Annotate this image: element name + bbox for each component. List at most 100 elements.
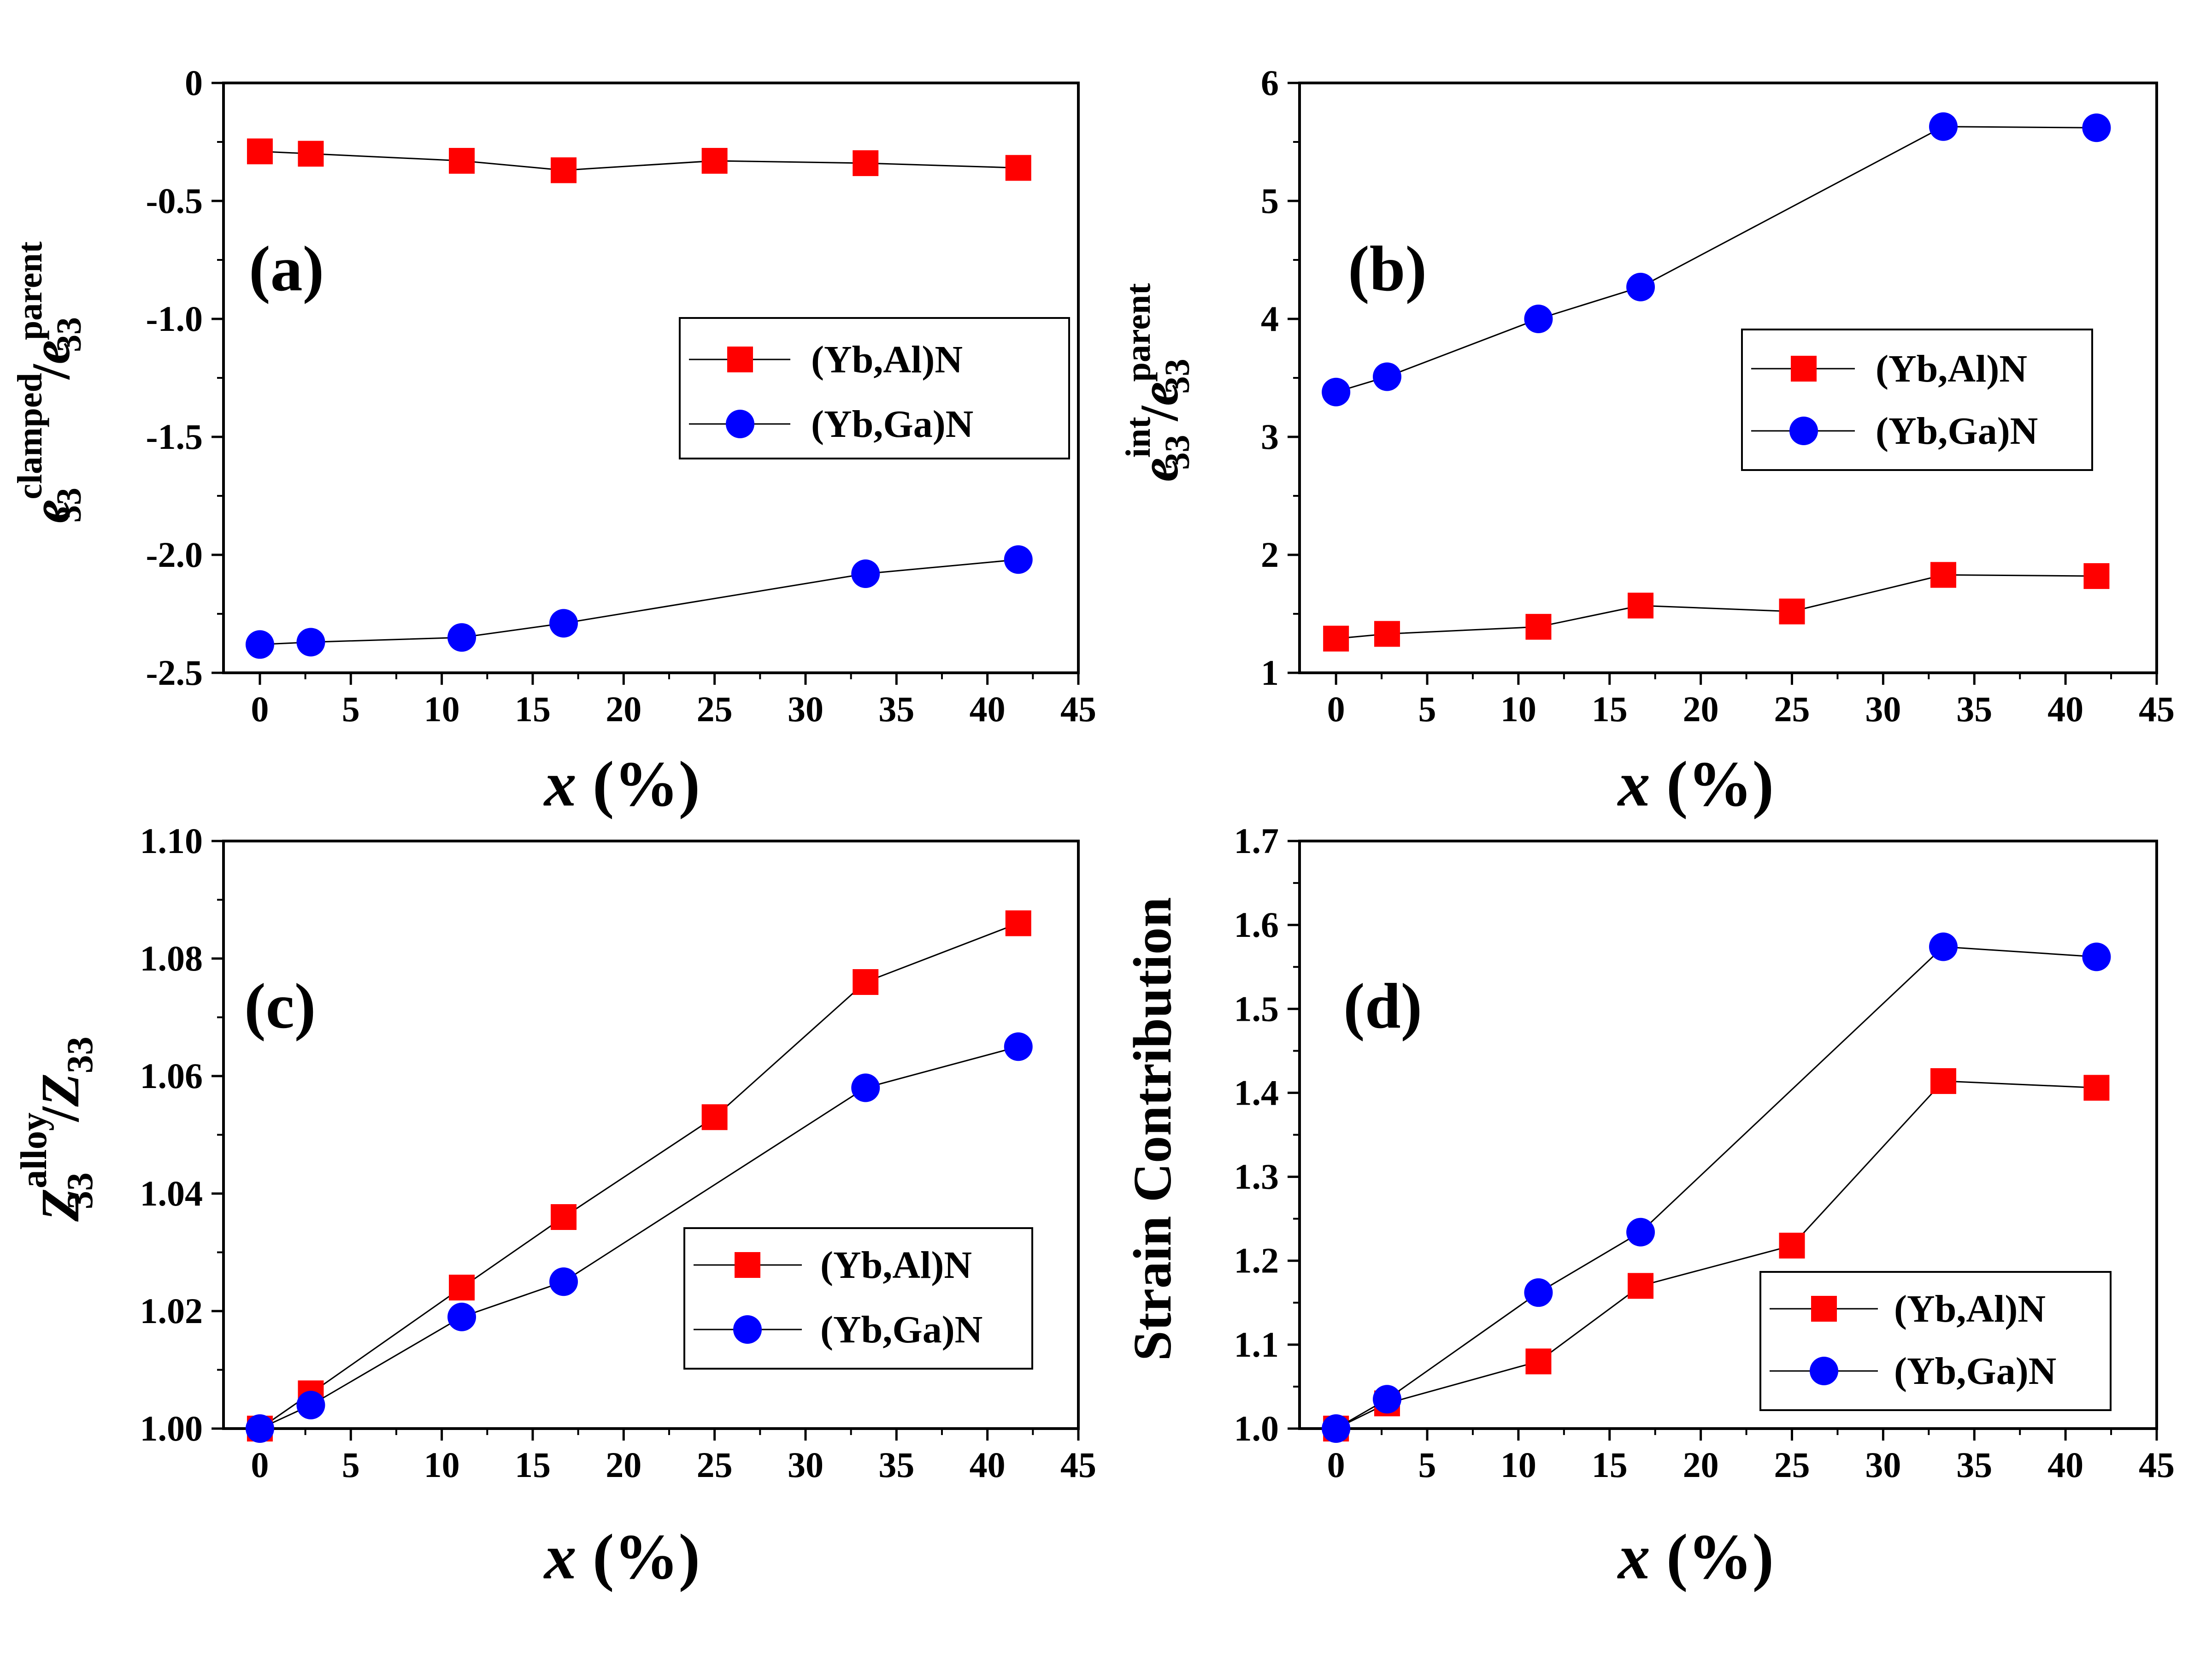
- panel-d-point-ga: [1929, 932, 1958, 961]
- panel-a-legend-marker-al: [727, 347, 753, 372]
- panel-d-point-ga: [2082, 942, 2111, 971]
- panel-d-x-tick-label: 30: [1865, 1445, 1901, 1485]
- panel-b-x-axis-label: x (%): [1617, 748, 1774, 820]
- chart-panel-d-legend: (Yb,Al)N (Yb,Ga)N: [1759, 1271, 2112, 1411]
- panel-a-x-tick-label: 10: [424, 689, 460, 729]
- panel-d-x-tick-label: 40: [2047, 1445, 2083, 1485]
- panel-a-x-tick-label: 25: [697, 689, 733, 729]
- panel-b-point-ga: [2082, 113, 2111, 142]
- panel-b-x-tick-label: 40: [2047, 689, 2083, 729]
- panel-c-x-tick-label: 40: [970, 1445, 1006, 1485]
- chart-panel-a-plot: 0 5 10 15 20 25 30 35 40 45 0 -0.5 -1.0 -1.5 -2.0 -2.5: [146, 63, 1096, 729]
- panel-b-x-tick-label: 15: [1592, 689, 1628, 729]
- panel-a-y-sub: 33: [50, 488, 88, 523]
- panel-c-point-ga: [1004, 1032, 1033, 1061]
- panel-a-y-axis-label: eclamped33/eparent33: [11, 241, 88, 524]
- panel-d-label: (d): [1343, 971, 1422, 1042]
- panel-a-y-sub2: 33: [50, 317, 88, 352]
- panel-c-y-base2: Z: [30, 1073, 90, 1107]
- panel-d-point-al: [1628, 1273, 1654, 1299]
- panel-c-point-ga: [296, 1391, 325, 1419]
- panel-b-point-al: [1628, 593, 1654, 619]
- panel-b-y-base: e: [1129, 458, 1189, 482]
- panel-a-x-tick-label: 45: [1060, 689, 1096, 729]
- panel-c-x-tick-label: 45: [1060, 1445, 1096, 1485]
- panel-c-x-axis-var: x: [543, 1521, 577, 1593]
- panel-d-x-tick-label: 25: [1774, 1445, 1810, 1485]
- panel-a-x-axis-label: x (%): [543, 748, 700, 820]
- panel-b-legend-label-al: (Yb,Al)N: [1876, 347, 2027, 390]
- panel-b-x-tick-label: 20: [1683, 689, 1719, 729]
- panel-c-x-tick-label: 5: [342, 1445, 360, 1485]
- panel-a-point-ga: [245, 630, 274, 659]
- chart-panel-a-legend: (Yb,Al)N (Yb,Ga)N: [679, 317, 1070, 459]
- panel-c-x-tick-label: 15: [515, 1445, 551, 1485]
- panel-c-y-slash: /: [30, 1106, 90, 1123]
- panel-b-y-tick-label: 3: [1261, 417, 1279, 457]
- panel-a-x-tick-label: 5: [342, 689, 360, 729]
- panel-a-x-tick-label: 40: [970, 689, 1006, 729]
- panel-b-y-sub2: 33: [1158, 359, 1197, 394]
- panel-c-y-tick-label: 1.06: [140, 1056, 203, 1096]
- panel-c-legend-label-ga: (Yb,Ga)N: [820, 1308, 982, 1351]
- chart-panel-c-plot: 0 5 10 15 20 25 30 35 40 45 1.00 1.02 1.04 1.06 1.08 1.…: [140, 821, 1097, 1485]
- panel-c-x-axis-label: x (%): [543, 1521, 700, 1593]
- panel-a-y-sup2: parent: [11, 241, 49, 340]
- panel-b-x-tick-label: 25: [1774, 689, 1810, 729]
- chart-panel-b-legend: (Yb,Al)N (Yb,Ga)N: [1741, 329, 2093, 471]
- panel-d-point-ga: [1524, 1278, 1553, 1307]
- panel-a-x-tick-label: 35: [878, 689, 914, 729]
- panel-a-y-base2: e: [21, 340, 81, 364]
- panel-b-legend-marker-al: [1791, 356, 1817, 382]
- panel-a-legend-label-ga: (Yb,Ga)N: [811, 403, 973, 446]
- panel-b-y-slash: /: [1129, 406, 1189, 422]
- panel-d-y-tick-label: 1.5: [1234, 988, 1279, 1029]
- panel-b-point-al: [1374, 621, 1400, 647]
- panel-a-label: (a): [249, 233, 324, 305]
- panel-d-y-tick-label: 1.0: [1234, 1408, 1279, 1448]
- panel-a-point-ga: [296, 628, 325, 657]
- panel-c-legend-marker-al: [735, 1252, 760, 1278]
- panel-b-y-tick-label: 4: [1261, 299, 1279, 339]
- chart-panel-c: 0 5 10 15 20 25 30 35 40 45 1.00 1.02 1.04 1.06 1.08 1.…: [14, 821, 1096, 1593]
- panel-c-y-sub2: 33: [60, 1036, 100, 1073]
- panel-a-y-tick-label: -0.5: [146, 181, 203, 221]
- panel-b-y-sup: int: [1119, 417, 1158, 458]
- panel-b-x-axis-unit: (%): [1650, 748, 1774, 820]
- panel-a-x-axis-var: x: [543, 748, 577, 820]
- panel-d-y-tick-label: 1.1: [1234, 1324, 1279, 1365]
- panel-b-y-sup2: parent: [1119, 283, 1158, 382]
- panel-d-x-tick-label: 15: [1592, 1445, 1628, 1485]
- panel-d-x-axis-label: x (%): [1617, 1521, 1774, 1593]
- panel-a-legend-label-al: (Yb,Al)N: [811, 338, 963, 381]
- panel-a-point-al: [1005, 155, 1031, 181]
- panel-c-x-tick-label: 10: [424, 1445, 460, 1485]
- panel-a-point-ga: [549, 609, 578, 638]
- panel-c-point-ga: [447, 1302, 477, 1331]
- panel-b-x-tick-label: 5: [1418, 689, 1436, 729]
- panel-b-point-ga: [1322, 377, 1351, 406]
- panel-a-y-tick-label: 0: [185, 63, 203, 103]
- panel-c-y-tick-label: 1.00: [140, 1408, 203, 1448]
- panel-a-point-al: [551, 157, 577, 183]
- panel-c-point-al: [1005, 910, 1031, 936]
- panel-d-y-tick-label: 1.6: [1234, 905, 1279, 945]
- panel-b-y-tick-label: 6: [1261, 63, 1279, 103]
- panel-d-y-tick-label: 1.4: [1234, 1072, 1279, 1112]
- panel-d-y-tick-label: 1.7: [1234, 821, 1279, 861]
- panel-c-x-tick-label: 30: [788, 1445, 824, 1485]
- panel-c-point-ga: [851, 1073, 880, 1102]
- panel-a-point-al: [701, 147, 728, 174]
- panel-a-series-line-al: [259, 150, 1018, 171]
- panel-a-legend-marker-ga: [726, 410, 754, 438]
- panel-c-y-sup: alloy: [14, 1112, 54, 1188]
- panel-d-legend-label-ga: (Yb,Ga)N: [1894, 1350, 2056, 1393]
- panel-a-x-tick-label: 15: [515, 689, 551, 729]
- panel-b-y-base2: e: [1129, 382, 1189, 406]
- panel-b-point-al: [1525, 614, 1552, 640]
- panel-a-point-al: [298, 141, 324, 167]
- panel-c-point-al: [449, 1275, 475, 1300]
- chart-panel-d-plot: 0 5 10 15 20 25 30 35 40 45 1.0 1.1 1.2 1.3 1.4 1.5 1.6 1…: [1234, 821, 2175, 1485]
- panel-b-point-al: [1930, 562, 1956, 588]
